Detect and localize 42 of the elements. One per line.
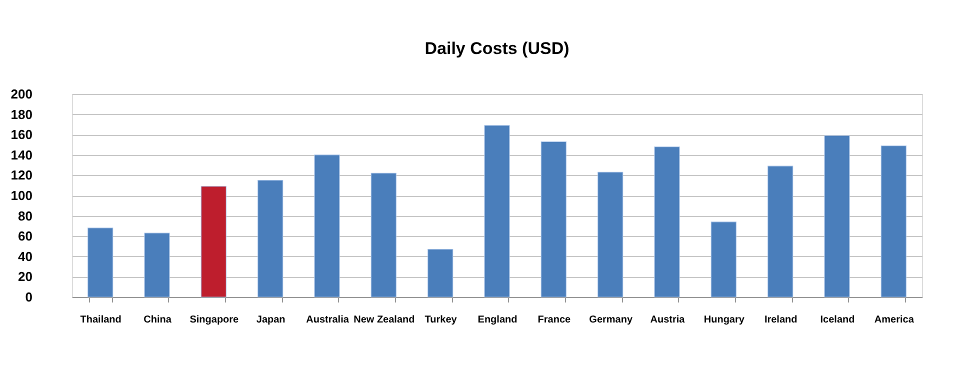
bar bbox=[258, 180, 284, 298]
x-tick-label: Hungary bbox=[704, 314, 745, 326]
bar bbox=[88, 228, 114, 298]
y-tick-label: 140 bbox=[10, 147, 32, 162]
bar bbox=[200, 186, 226, 298]
x-tick-label: New Zealand bbox=[354, 314, 415, 326]
y-tick-label: 160 bbox=[10, 127, 32, 142]
bar bbox=[144, 232, 170, 298]
x-tick-label: Ireland bbox=[764, 314, 798, 326]
bar bbox=[314, 154, 340, 298]
bar bbox=[654, 146, 680, 298]
bar bbox=[880, 145, 906, 298]
x-tick-label: Japan bbox=[256, 314, 286, 326]
y-tick-label: 120 bbox=[10, 168, 32, 183]
x-tick-label: Iceland bbox=[820, 314, 855, 326]
x-tick-label: America bbox=[874, 314, 914, 326]
y-tick-label: 180 bbox=[10, 106, 32, 122]
x-tick-label: France bbox=[538, 314, 571, 326]
y-tick-label: 60 bbox=[18, 228, 32, 244]
x-tick-label: Thailand bbox=[80, 314, 122, 326]
bar bbox=[540, 141, 566, 298]
bar bbox=[710, 222, 736, 298]
y-tick-label: 80 bbox=[18, 208, 32, 224]
x-tick-label: England bbox=[478, 314, 518, 326]
y-tick-label: 100 bbox=[10, 188, 32, 203]
x-tick-label: China bbox=[144, 314, 172, 326]
bar bbox=[824, 135, 850, 298]
x-tick-label: Singapore bbox=[190, 314, 240, 326]
bar bbox=[484, 125, 510, 298]
bar bbox=[598, 172, 624, 298]
chart-title: Daily Costs (USD) bbox=[424, 39, 570, 58]
y-tick-label: 200 bbox=[10, 86, 32, 102]
bar bbox=[370, 172, 396, 298]
bar bbox=[768, 166, 794, 298]
x-tick-label: Austria bbox=[650, 314, 686, 326]
x-tick-label: Turkey bbox=[424, 314, 458, 326]
y-tick-label: 0 bbox=[25, 290, 32, 304]
x-tick-label: Germany bbox=[589, 314, 633, 326]
y-tick-label: 40 bbox=[18, 248, 32, 264]
y-tick-label: 20 bbox=[18, 269, 32, 284]
x-tick-label: Australia bbox=[306, 314, 350, 326]
bar bbox=[428, 248, 454, 298]
